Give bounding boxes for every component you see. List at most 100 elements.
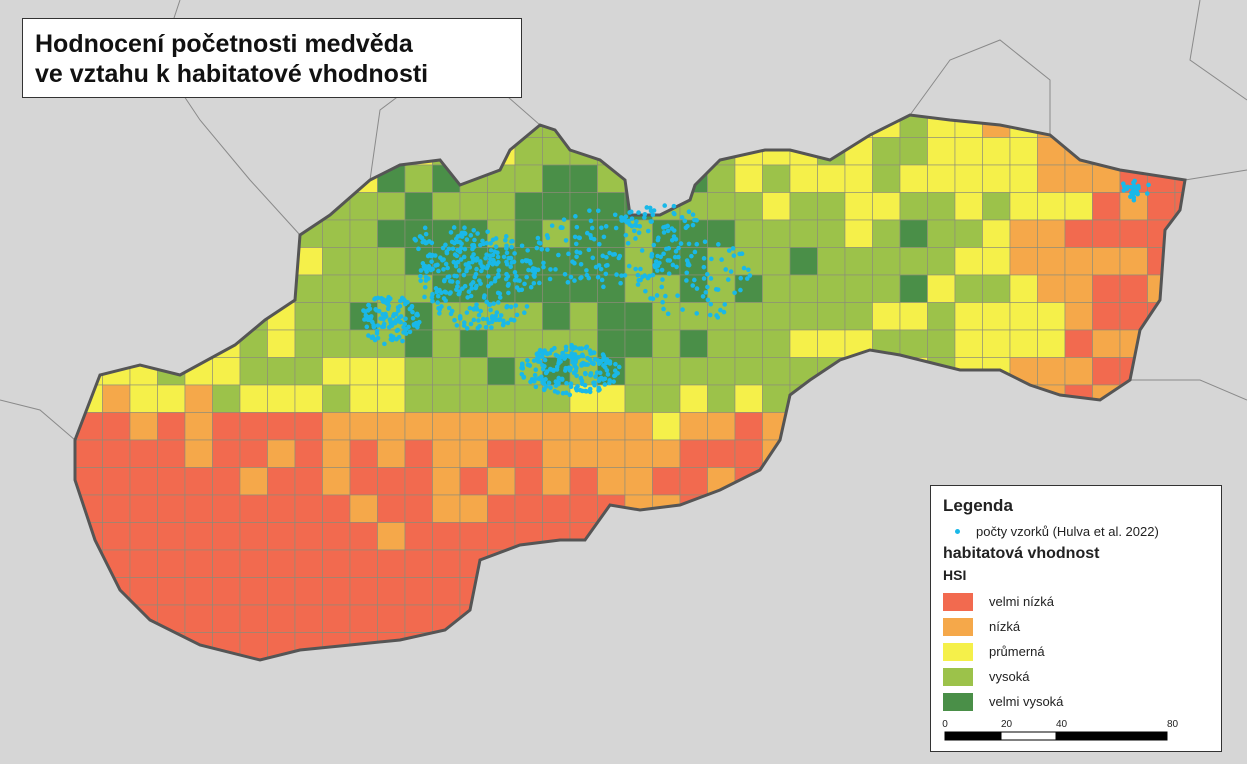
sample-point: [545, 247, 550, 252]
grid-cell: [267, 329, 296, 358]
sample-point: [1134, 189, 1140, 195]
sample-point: [570, 360, 575, 365]
sample-point: [478, 259, 483, 264]
grid-cell: [789, 384, 818, 413]
sample-point: [375, 323, 381, 328]
grid-cell: [844, 412, 873, 441]
grid-cell: [459, 115, 488, 138]
sample-point: [487, 302, 493, 308]
sample-point: [533, 367, 539, 373]
sample-point: [549, 223, 555, 228]
sample-point: [398, 319, 403, 325]
grid-cell: [1119, 412, 1148, 441]
sample-point: [540, 351, 546, 356]
sample-point: [547, 350, 553, 356]
sample-point: [464, 237, 470, 242]
grid-cell: [1147, 192, 1176, 221]
sample-point: [506, 281, 511, 287]
grid-cell: [1119, 384, 1148, 413]
grid-cell: [157, 439, 186, 468]
grid-cell: [129, 219, 158, 248]
sample-point: [708, 276, 714, 281]
grid-cell: [652, 302, 681, 331]
sample-point: [1144, 191, 1150, 196]
grid-cell: [817, 329, 846, 358]
sample-point: [503, 238, 508, 243]
grid-cell: [569, 577, 598, 606]
grid-cell: [294, 115, 323, 138]
sample-point: [738, 287, 743, 293]
grid-cell: [1092, 274, 1121, 303]
grid-cell: [1064, 164, 1093, 193]
grid-cell: [844, 302, 873, 331]
sample-point: [457, 314, 463, 319]
grid-cell: [514, 164, 543, 193]
sample-point: [660, 299, 665, 305]
sample-point: [645, 228, 651, 234]
grid-cell: [597, 549, 626, 578]
legend-swatch: [943, 667, 973, 686]
grid-cell: [267, 549, 296, 578]
grid-cell: [459, 522, 488, 551]
sample-point: [532, 268, 538, 273]
grid-cell: [322, 302, 351, 331]
sample-point: [466, 260, 472, 266]
sample-point: [744, 276, 750, 281]
grid-cell: [789, 302, 818, 331]
sample-point: [611, 379, 616, 384]
grid-cell: [129, 247, 158, 276]
grid-cell: [432, 192, 461, 221]
grid-cell: [294, 274, 323, 303]
sample-point: [379, 296, 384, 301]
grid-cell: [157, 384, 186, 413]
sample-point: [650, 272, 656, 278]
sample-point: [457, 249, 463, 255]
sample-point: [593, 264, 599, 270]
sample-point: [454, 323, 460, 328]
sample-point: [694, 241, 700, 247]
sample-point: [472, 237, 477, 243]
sample-point: [544, 369, 550, 374]
grid-cell: [569, 412, 598, 441]
sample-point: [424, 240, 430, 245]
grid-cell: [212, 219, 241, 248]
grid-cell: [817, 274, 846, 303]
legend-label: velmi vysoká: [989, 694, 1064, 709]
sample-point: [541, 381, 547, 387]
sample-point: [484, 252, 489, 257]
sample-point: [495, 272, 501, 278]
grid-cell: [212, 549, 241, 578]
sample-point: [509, 239, 514, 244]
grid-cell: [597, 632, 626, 660]
sample-point: [692, 277, 697, 283]
grid-cell: [679, 577, 708, 606]
grid-cell: [239, 164, 268, 193]
grid-cell: [212, 357, 241, 386]
sample-point: [573, 241, 579, 247]
grid-cell: [377, 219, 406, 248]
grid-cell: [1037, 439, 1066, 468]
sample-point: [422, 284, 428, 290]
grid-cell: [212, 274, 241, 303]
grid-cell: [1092, 302, 1121, 331]
sample-point: [490, 252, 496, 258]
grid-cell: [899, 604, 928, 633]
sample-point: [468, 293, 474, 299]
grid-cell: [514, 659, 543, 660]
legend-classes: velmi nízká nízká průmerná vysoká velmi vyso…: [943, 589, 1209, 714]
sample-point: [398, 298, 403, 304]
grid-cell: [129, 302, 158, 331]
grid-cell: [129, 137, 158, 166]
sample-point: [572, 278, 577, 283]
sample-point: [458, 257, 464, 262]
sample-point: [383, 300, 389, 306]
sample-point: [392, 320, 398, 326]
sample-point: [541, 377, 547, 383]
legend-label: počty vzorků (Hulva et al. 2022): [976, 524, 1159, 539]
grid-cell: [267, 522, 296, 551]
grid-cell: [679, 604, 708, 633]
sample-point: [372, 337, 378, 343]
grid-cell: [349, 467, 378, 496]
sample-point: [496, 260, 501, 265]
legend-class: velmi nízká: [943, 589, 1209, 614]
